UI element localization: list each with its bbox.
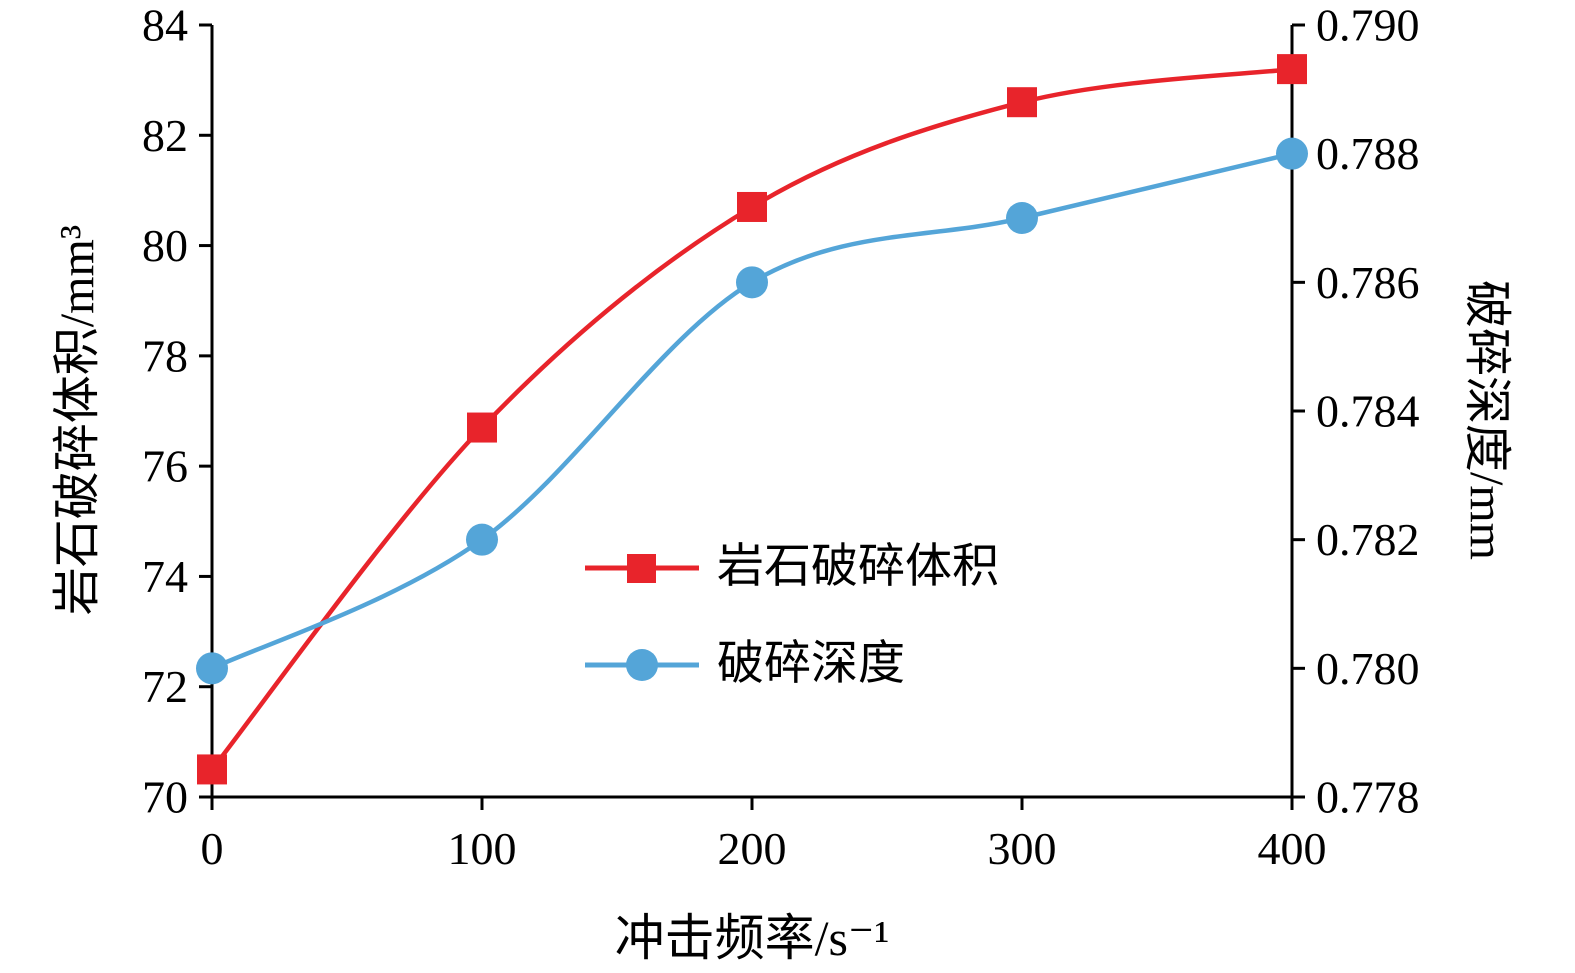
series-1-circle-marker: [736, 266, 768, 299]
y-right-tick-label: 0.784: [1316, 386, 1420, 437]
x-tick-label: 100: [448, 823, 517, 874]
y-left-tick-label: 74: [142, 551, 188, 602]
y-left-tick-label: 84: [142, 0, 188, 51]
legend-label-depth: 破碎深度: [717, 638, 905, 690]
series-0-square-marker: [1277, 54, 1307, 85]
series-0-square-marker: [197, 754, 227, 785]
legend: 岩石破碎体积 破碎深度: [583, 544, 999, 688]
series-1-circle-marker: [1006, 202, 1038, 234]
legend-label-volume: 岩石破碎体积: [717, 541, 999, 593]
x-tick-label: 0: [201, 823, 224, 874]
y-left-tick-label: 72: [142, 661, 188, 712]
series-1-circle-marker: [466, 523, 498, 556]
legend-swatch-square-icon: [585, 553, 699, 583]
y-right-tick-label: 0.780: [1316, 643, 1420, 694]
x-tick-label: 400: [1258, 823, 1327, 874]
y-right-tick-label: 0.788: [1316, 128, 1420, 179]
y-right-tick-label: 0.778: [1316, 772, 1420, 823]
y-right-tick-label: 0.786: [1316, 257, 1420, 308]
y-left-tick-label: 80: [142, 220, 188, 271]
legend-item-volume: 岩石破碎体积: [583, 544, 999, 591]
y-axis-title-right: 破碎深度/mm: [1460, 279, 1513, 561]
series-line-0: [209, 66, 1295, 772]
legend-item-depth: 破碎深度: [583, 641, 999, 688]
series-0-square-marker: [467, 412, 497, 443]
y-left-tick-label: 82: [142, 110, 188, 161]
x-tick-label: 200: [718, 823, 787, 874]
series-line-1: [209, 151, 1295, 671]
y-axis-title-left: 岩石破碎体积/mm³: [51, 224, 104, 616]
y-right-tick-label: 0.790: [1316, 0, 1420, 51]
y-left-tick-label: 76: [142, 441, 188, 492]
y-left-tick-label: 70: [142, 772, 188, 823]
legend-swatch-circle-icon: [585, 648, 699, 681]
x-axis-title: 冲击频率/s⁻¹: [614, 910, 890, 966]
x-tick-label: 300: [988, 823, 1057, 874]
series-0-square-marker: [737, 191, 767, 222]
y-left-tick-label: 78: [142, 330, 188, 381]
y-right-tick-label: 0.782: [1316, 514, 1420, 565]
series-0-square-marker: [1007, 87, 1037, 118]
series-1-circle-marker: [196, 652, 228, 685]
series-1-circle-marker: [1276, 137, 1308, 170]
